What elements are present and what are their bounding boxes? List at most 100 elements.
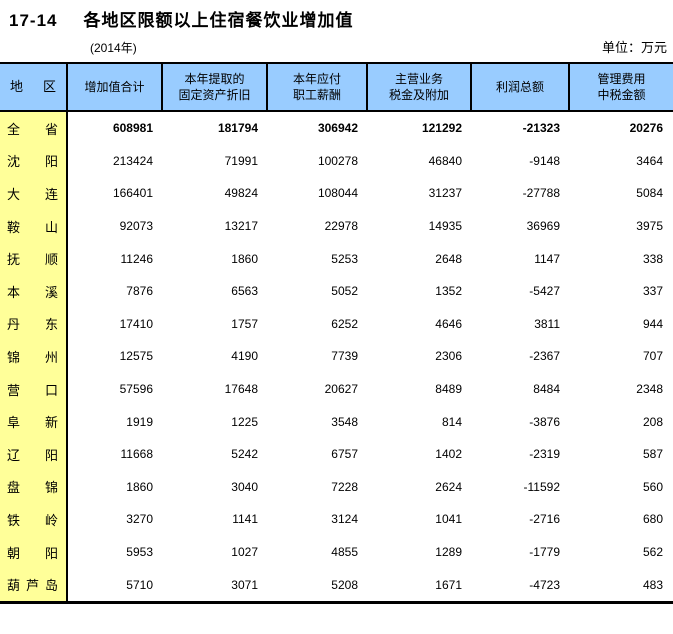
region-char: 丹	[7, 317, 21, 333]
value-cell: 46840	[428, 153, 462, 168]
value-cell: 3975	[636, 219, 663, 234]
region-cell: 本溪	[0, 274, 68, 308]
value-cell: 11246	[120, 251, 153, 266]
region-char: 区	[42, 79, 56, 94]
value-cell: 3270	[126, 512, 153, 527]
value-cell: 4190	[231, 349, 258, 364]
region-char: 新	[44, 415, 58, 431]
region-cell: 沈阳	[0, 144, 68, 178]
table-row: 葫芦岛 5710 3071 5208 1671 -4723 483	[0, 568, 673, 601]
region-char: 岭	[44, 512, 58, 528]
value-cell: 1027	[231, 545, 258, 560]
value-cell: 814	[441, 414, 462, 429]
value-cell: 3811	[534, 316, 560, 331]
table-row: 本溪 7876 6563 5052 1352 -5427 337	[0, 274, 673, 308]
table-row: 辽阳 11668 5242 6757 1402 -2319 587	[0, 437, 673, 471]
region-char: 溪	[44, 284, 58, 300]
value-cell: 1141	[232, 512, 258, 527]
region-char: 阜	[7, 415, 21, 431]
region-char: 州	[44, 349, 58, 365]
value-cell: -4723	[529, 577, 560, 592]
value-cell: 707	[642, 349, 663, 364]
value-cell: -27788	[522, 186, 560, 201]
region-cell: 葫芦岛	[0, 568, 68, 601]
region-char: 阳	[44, 447, 58, 463]
value-cell: 1225	[231, 414, 258, 429]
region-char: 葫	[7, 578, 21, 594]
region-char: 连	[44, 186, 58, 202]
value-cell: -2367	[529, 349, 560, 364]
region-cell: 铁岭	[0, 503, 68, 536]
value-cell: 1402	[435, 447, 462, 462]
value-cell: 57596	[119, 382, 153, 397]
table-row: 铁岭 3270 1141 3124 1041 -2716 680	[0, 503, 673, 536]
column-header-3: 本年应付 职工薪酬	[268, 64, 368, 110]
column-header-6: 管理费用 中税金额	[597, 72, 646, 102]
value-cell: 1289	[435, 545, 462, 560]
region-cell: 营口	[0, 372, 68, 406]
region-char: 口	[44, 382, 58, 398]
value-cell: 2348	[636, 382, 663, 397]
region-char: 朝	[7, 545, 21, 561]
value-cell: 71991	[224, 153, 258, 168]
region-char: 全	[7, 121, 21, 137]
value-cell: 608981	[112, 121, 153, 136]
unit-note: 单位：万元	[601, 40, 667, 55]
value-cell: -1779	[529, 545, 560, 560]
value-cell: 49824	[224, 186, 258, 201]
value-cell: -9148	[529, 153, 560, 168]
region-char: 阳	[44, 154, 58, 170]
region-char: 岛	[44, 578, 58, 594]
value-cell: 121292	[421, 121, 462, 136]
value-cell: 5253	[331, 251, 358, 266]
region-cell: 辽阳	[0, 437, 68, 471]
region-cell: 鞍山	[0, 209, 68, 243]
region-cell: 丹东	[0, 307, 68, 341]
value-cell: 3124	[331, 512, 358, 527]
value-cell: 17648	[224, 382, 258, 397]
value-cell: 208	[642, 414, 663, 429]
value-cell: 6252	[331, 316, 358, 331]
table-body: 全省 608981 181794 306942 121292 -21323 20276 沈阳 2…	[0, 112, 673, 604]
column-header-2: 本年提取的 固定资产折旧	[163, 64, 268, 110]
value-cell: -3876	[529, 414, 560, 429]
region-char: 铁	[7, 512, 21, 528]
table-row: 沈阳 213424 71991 100278 46840 -9148 3464	[0, 144, 673, 178]
region-cell: 朝阳	[0, 535, 68, 569]
value-cell: 562	[642, 545, 663, 560]
region-char: 锦	[44, 480, 58, 496]
value-cell: 1860	[231, 251, 258, 266]
value-cell: 22978	[324, 219, 358, 234]
value-cell: -5427	[529, 284, 560, 299]
table-row: 鞍山 92073 13217 22978 14935 36969 3975	[0, 209, 673, 243]
value-cell: 20627	[324, 382, 358, 397]
value-cell: 5953	[126, 545, 153, 560]
value-cell: 6757	[331, 447, 358, 462]
region-char: 东	[44, 317, 58, 333]
column-header-5: 利润总额	[472, 64, 570, 110]
region-char: 本	[7, 284, 21, 300]
value-cell: 337	[642, 284, 663, 299]
region-cell: 全省	[0, 112, 68, 145]
value-cell: 8484	[533, 382, 560, 397]
value-cell: 587	[642, 447, 663, 462]
table-header-row: 地区增加值合计 本年提取的 固定资产折旧 本年应付 职工薪酬 主营业务 税金及附加 利润…	[0, 62, 673, 112]
value-cell: 3464	[636, 153, 663, 168]
table-number: 17-14	[9, 11, 58, 30]
value-cell: -21323	[522, 121, 560, 136]
table-row: 锦州 12575 4190 7739 2306 -2367 707	[0, 340, 673, 373]
value-cell: 166401	[112, 186, 153, 201]
value-cell: 11668	[120, 447, 153, 462]
region-cell: 阜新	[0, 405, 68, 438]
table-row: 阜新 1919 1225 3548 814 -3876 208	[0, 405, 673, 438]
table-row: 朝阳 5953 1027 4855 1289 -1779 562	[0, 535, 673, 569]
table-row: 营口 57596 17648 20627 8489 8484 2348	[0, 372, 673, 406]
region-char: 鞍	[7, 219, 21, 235]
value-cell: 483	[642, 577, 663, 592]
region-char: 沈	[7, 154, 21, 170]
value-cell: 7228	[331, 479, 358, 494]
value-cell: 13217	[224, 219, 258, 234]
value-cell: 1041	[435, 512, 462, 527]
value-cell: 4646	[435, 316, 462, 331]
